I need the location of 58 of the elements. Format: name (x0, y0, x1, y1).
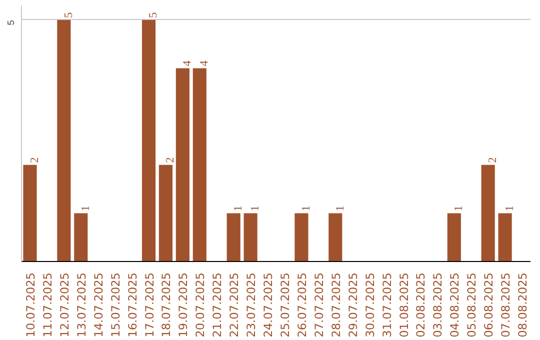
x-tick-label: 25.07.2025 (278, 272, 292, 338)
x-tick-label: 22.07.2025 (227, 272, 242, 338)
x-tick-label: 13.07.2025 (74, 272, 88, 338)
bar (481, 164, 495, 262)
x-tick-label: 18.07.2025 (159, 272, 174, 338)
data-label: 4 (182, 60, 194, 66)
data-label: 1 (334, 206, 346, 212)
bar (328, 213, 342, 262)
data-label: 2 (487, 156, 500, 163)
bar (192, 68, 206, 262)
x-tick-label: 06.08.2025 (482, 272, 496, 338)
x-tick-label: 11.07.2025 (40, 272, 54, 338)
bar (226, 213, 240, 262)
data-label: 1 (453, 206, 466, 212)
x-tick-label: 12.07.2025 (57, 272, 72, 338)
x-tick-label: 10.07.2025 (23, 272, 38, 338)
x-tick-label: 03.08.2025 (430, 272, 445, 338)
data-label: 5 (62, 12, 75, 18)
x-tick-label: 30.07.2025 (362, 272, 377, 338)
x-tick-label: 01.08.2025 (396, 272, 411, 338)
x-tick-label: 15.07.2025 (108, 272, 122, 338)
x-tick-label: 08.08.2025 (516, 272, 530, 338)
x-tick-label: 23.07.2025 (244, 272, 258, 338)
x-tick-label: 14.07.2025 (91, 272, 106, 338)
data-label: 1 (80, 206, 92, 212)
bar (23, 164, 37, 262)
data-label: 2 (164, 156, 177, 163)
x-tick-label: 20.07.2025 (193, 272, 208, 338)
bar (142, 20, 156, 262)
data-label: 5 (148, 12, 160, 18)
x-tick-label: 27.07.2025 (312, 272, 326, 338)
x-tick-label: 05.08.2025 (464, 272, 479, 338)
bar (498, 213, 512, 262)
bar (176, 68, 190, 262)
bar (447, 213, 461, 262)
data-label: 1 (250, 206, 262, 212)
x-tick-label: 21.07.2025 (210, 272, 224, 338)
x-tick-label: 19.07.2025 (176, 272, 190, 338)
x-tick-label: 07.08.2025 (498, 272, 513, 338)
bar (74, 213, 88, 262)
x-tick-label: 24.07.2025 (261, 272, 276, 338)
data-label: 1 (232, 206, 245, 212)
data-label: 4 (198, 60, 211, 66)
x-tick-label: 04.08.2025 (448, 272, 462, 338)
bar (244, 213, 258, 262)
data-label: 1 (504, 206, 516, 212)
bar (57, 20, 71, 262)
x-tick-label: 16.07.2025 (125, 272, 140, 338)
x-tick-label: 17.07.2025 (142, 272, 156, 338)
bar (294, 213, 308, 262)
bar (158, 164, 173, 262)
x-tick-label: 28.07.2025 (328, 272, 343, 338)
data-label: 1 (300, 206, 312, 212)
data-label: 2 (28, 156, 41, 163)
x-tick-label: 31.07.2025 (380, 272, 394, 338)
x-tick-label: 29.07.2025 (346, 272, 360, 338)
x-tick-label: 26.07.2025 (294, 272, 309, 338)
x-tick-label: 02.08.2025 (414, 272, 428, 338)
